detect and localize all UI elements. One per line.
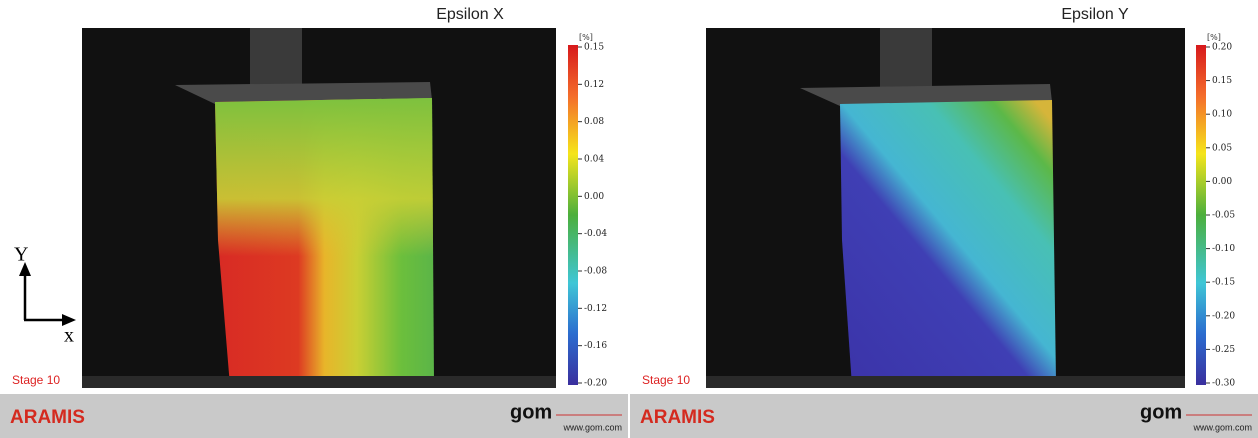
specimen — [840, 100, 1056, 386]
x-axis-label: x — [64, 325, 74, 347]
y-axis-label: Y — [14, 244, 28, 266]
scale-label: -0.30 — [1212, 379, 1235, 389]
scale-label: 0.05 — [1212, 143, 1232, 153]
scale-label: -0.08 — [584, 267, 607, 277]
logo: gom — [1140, 401, 1182, 423]
scale-label: 0.20 — [1212, 43, 1232, 53]
scale-label: -0.04 — [584, 229, 607, 239]
scale-label: -0.15 — [1212, 278, 1235, 288]
title: Epsilon Y — [1061, 6, 1129, 23]
panel: Epsilon X [%]0.15 0.12 0.08 0.04 0.00 -0.04 -0.… — [0, 6, 628, 438]
scale-label: 0.08 — [584, 117, 604, 127]
fixture — [880, 28, 932, 88]
screenshot: Epsilon X[%]0.150.120.080.040.00-0.04-0.… — [0, 0, 1258, 438]
fixture — [250, 28, 302, 88]
panels: Epsilon X[%]0.150.120.080.040.00-0.04-0.… — [0, 6, 1258, 438]
scale-label: -0.25 — [1212, 345, 1235, 355]
stage-label: Stage 10 — [642, 373, 690, 387]
scale-label: 0.10 — [1212, 110, 1232, 120]
panel: Epsilon Y [%]0.20 0.15 0.10 0.05 0.00 -0.05 -0.… — [630, 6, 1258, 438]
brand: ARAMIS — [640, 407, 715, 428]
floor — [82, 376, 556, 388]
scale-label: 0.12 — [584, 80, 604, 90]
specimen-top — [215, 98, 434, 386]
scale-label: 0.00 — [1212, 177, 1232, 187]
brand: ARAMIS — [10, 407, 85, 428]
scale-label: 0.15 — [1212, 76, 1232, 86]
unit: [%] — [1207, 33, 1221, 42]
scale-label: -0.12 — [584, 304, 607, 314]
scale-label: 0.15 — [584, 43, 604, 53]
scale-label: 0.00 — [584, 192, 604, 202]
floor — [706, 376, 1185, 388]
scale-label: 0.04 — [584, 155, 604, 165]
title: Epsilon X — [436, 6, 504, 23]
scale-label: -0.20 — [584, 379, 607, 389]
axes-indicator: Yx — [14, 244, 76, 347]
scale-label: -0.05 — [1212, 211, 1235, 221]
logo: gom — [510, 401, 552, 423]
unit: [%] — [579, 33, 593, 42]
stage-label: Stage 10 — [12, 373, 60, 387]
scale-label: -0.16 — [584, 341, 607, 351]
scale-label: -0.20 — [1212, 311, 1235, 321]
url: www.gom.com — [562, 422, 622, 432]
color-bar — [568, 45, 578, 385]
scale-label: -0.10 — [1212, 244, 1235, 254]
color-bar — [1196, 45, 1206, 385]
url: www.gom.com — [1192, 422, 1252, 432]
